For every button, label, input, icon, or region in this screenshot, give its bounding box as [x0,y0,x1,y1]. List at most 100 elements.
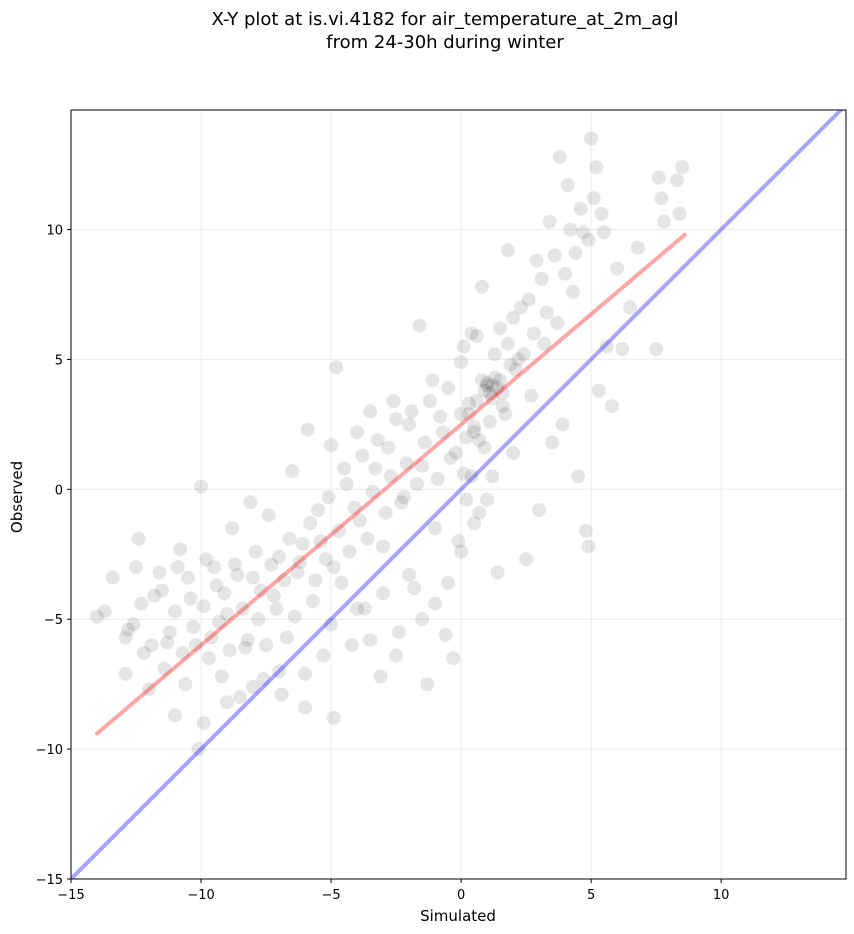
scatter-point-s0-121 [649,342,664,356]
scatter-point-s1-4 [487,370,502,385]
scatter-point-s0-37 [266,588,281,603]
scatter-point-s0-76 [443,451,458,466]
scatter-point-s0-111 [584,131,599,146]
scatter-point-s2-34 [342,544,357,559]
scatter-point-s2-53 [454,407,469,421]
scatter-point-s2-55 [461,396,476,411]
scatter-point-s0-64 [386,394,401,408]
scatter-point-s0-73 [428,521,443,536]
scatter-point-s0-53 [334,575,349,590]
scatter-point-s0-85 [480,378,495,393]
scatter-point-s0-18 [183,591,198,606]
scatter-point-s2-30 [321,490,336,505]
scatter-point-s2-37 [360,531,375,546]
scatter-point-s1-2 [490,381,505,395]
scatter-point-s2-56 [469,329,484,343]
scatter-point-s0-72 [425,373,440,388]
scatter-point-s2-19 [253,583,268,598]
scatter-point-s0-39 [274,687,289,702]
scatter-point-s0-92 [506,445,521,460]
scatter-point-s0-74 [433,409,448,424]
x-tick-label-2: −5 [321,888,340,903]
scatter-point-s0-46 [305,594,320,608]
scatter-point-s0-96 [524,388,539,403]
scatter-point-s1-6 [493,373,508,388]
plot-area [71,110,846,879]
scatter-point-s0-11 [152,565,167,580]
scatter-point-s2-69 [568,245,583,260]
scatter-point-s2-83 [220,695,234,710]
scatter-point-s0-42 [290,565,305,580]
scatter-point-s2-62 [521,292,536,307]
scatter-point-s0-32 [243,495,258,510]
scatter-point-s2-85 [363,633,378,647]
scatter-point-s2-2 [144,638,159,653]
scatter-point-s0-90 [495,399,510,414]
scatter-point-s2-47 [417,435,432,450]
scatter-point-s2-6 [175,646,190,660]
scatter-point-s0-58 [357,601,372,616]
scatter-point-s0-89 [490,565,505,580]
scatter-point-s0-43 [295,536,310,551]
scatter-point-s2-39 [370,432,385,447]
scatter-point-s2-11 [207,560,221,575]
scatter-point-s0-103 [552,149,567,164]
scatter-point-s0-27 [220,607,234,621]
scatter-point-s0-30 [233,690,247,705]
scatter-point-s0-7 [131,531,146,546]
scatter-point-s0-66 [396,490,411,505]
scatter-point-s2-64 [534,271,549,286]
scatter-point-s2-89 [480,492,495,507]
scatter-point-s0-115 [599,339,614,354]
scatter-point-s0-70 [415,458,430,473]
scatter-point-s0-19 [188,638,203,653]
scatter-point-s0-67 [402,417,417,432]
scatter-point-s2-18 [248,544,263,559]
scatter-point-s2-86 [389,648,404,663]
scatter-point-s1-13 [459,430,474,445]
scatter-point-s0-95 [519,552,534,567]
scatter-point-s0-47 [311,503,326,518]
scatter-point-s2-72 [589,160,604,175]
scatter-point-s0-4 [118,666,133,681]
scatter-point-s2-81 [454,544,469,559]
scatter-point-s2-57 [472,432,487,447]
scatter-point-s2-49 [430,471,445,486]
scatter-point-s1-10 [469,394,484,408]
scatter-point-s0-125 [670,173,684,188]
scatter-point-s0-33 [246,570,260,585]
scatter-point-s1-9 [495,386,510,401]
scatter-point-s0-79 [454,355,469,369]
scatter-point-s0-45 [300,422,315,437]
scatter-point-s0-120 [630,240,645,255]
scatter-point-s0-107 [571,469,586,484]
scatter-point-s2-23 [277,573,292,588]
scatter-point-s2-38 [365,484,380,499]
x-tick-label-0: −15 [57,888,84,903]
scatter-point-s2-48 [422,394,437,408]
scatter-point-s1-15 [511,352,526,367]
scatter-point-s0-13 [162,625,177,640]
scatter-point-s0-108 [576,225,591,240]
scatter-point-s0-94 [513,300,528,315]
scatter-point-s1-7 [477,383,492,398]
y-tick-label-0: −15 [36,873,63,888]
scatter-point-s2-41 [383,469,398,484]
scatter-point-s0-14 [168,708,182,723]
scatter-point-s0-49 [318,552,333,567]
scatter-point-s2-21 [264,557,279,572]
scatter-point-s0-15 [170,560,185,575]
scatter-point-s2-45 [404,404,419,419]
scatter-point-s2-79 [428,596,443,611]
scatter-point-s2-26 [292,555,307,569]
scatter-point-s1-16 [498,407,513,421]
scatter-point-s2-27 [303,516,318,531]
scatter-point-s2-73 [597,225,612,240]
scatter-point-s0-113 [591,383,606,398]
scatter-point-s0-21 [194,479,208,494]
scatter-point-s2-82 [246,679,260,694]
scatter-point-s2-3 [155,583,169,598]
scatter-point-s2-5 [168,604,182,619]
scatter-point-s0-56 [350,425,365,440]
scatter-point-s2-13 [217,586,232,601]
